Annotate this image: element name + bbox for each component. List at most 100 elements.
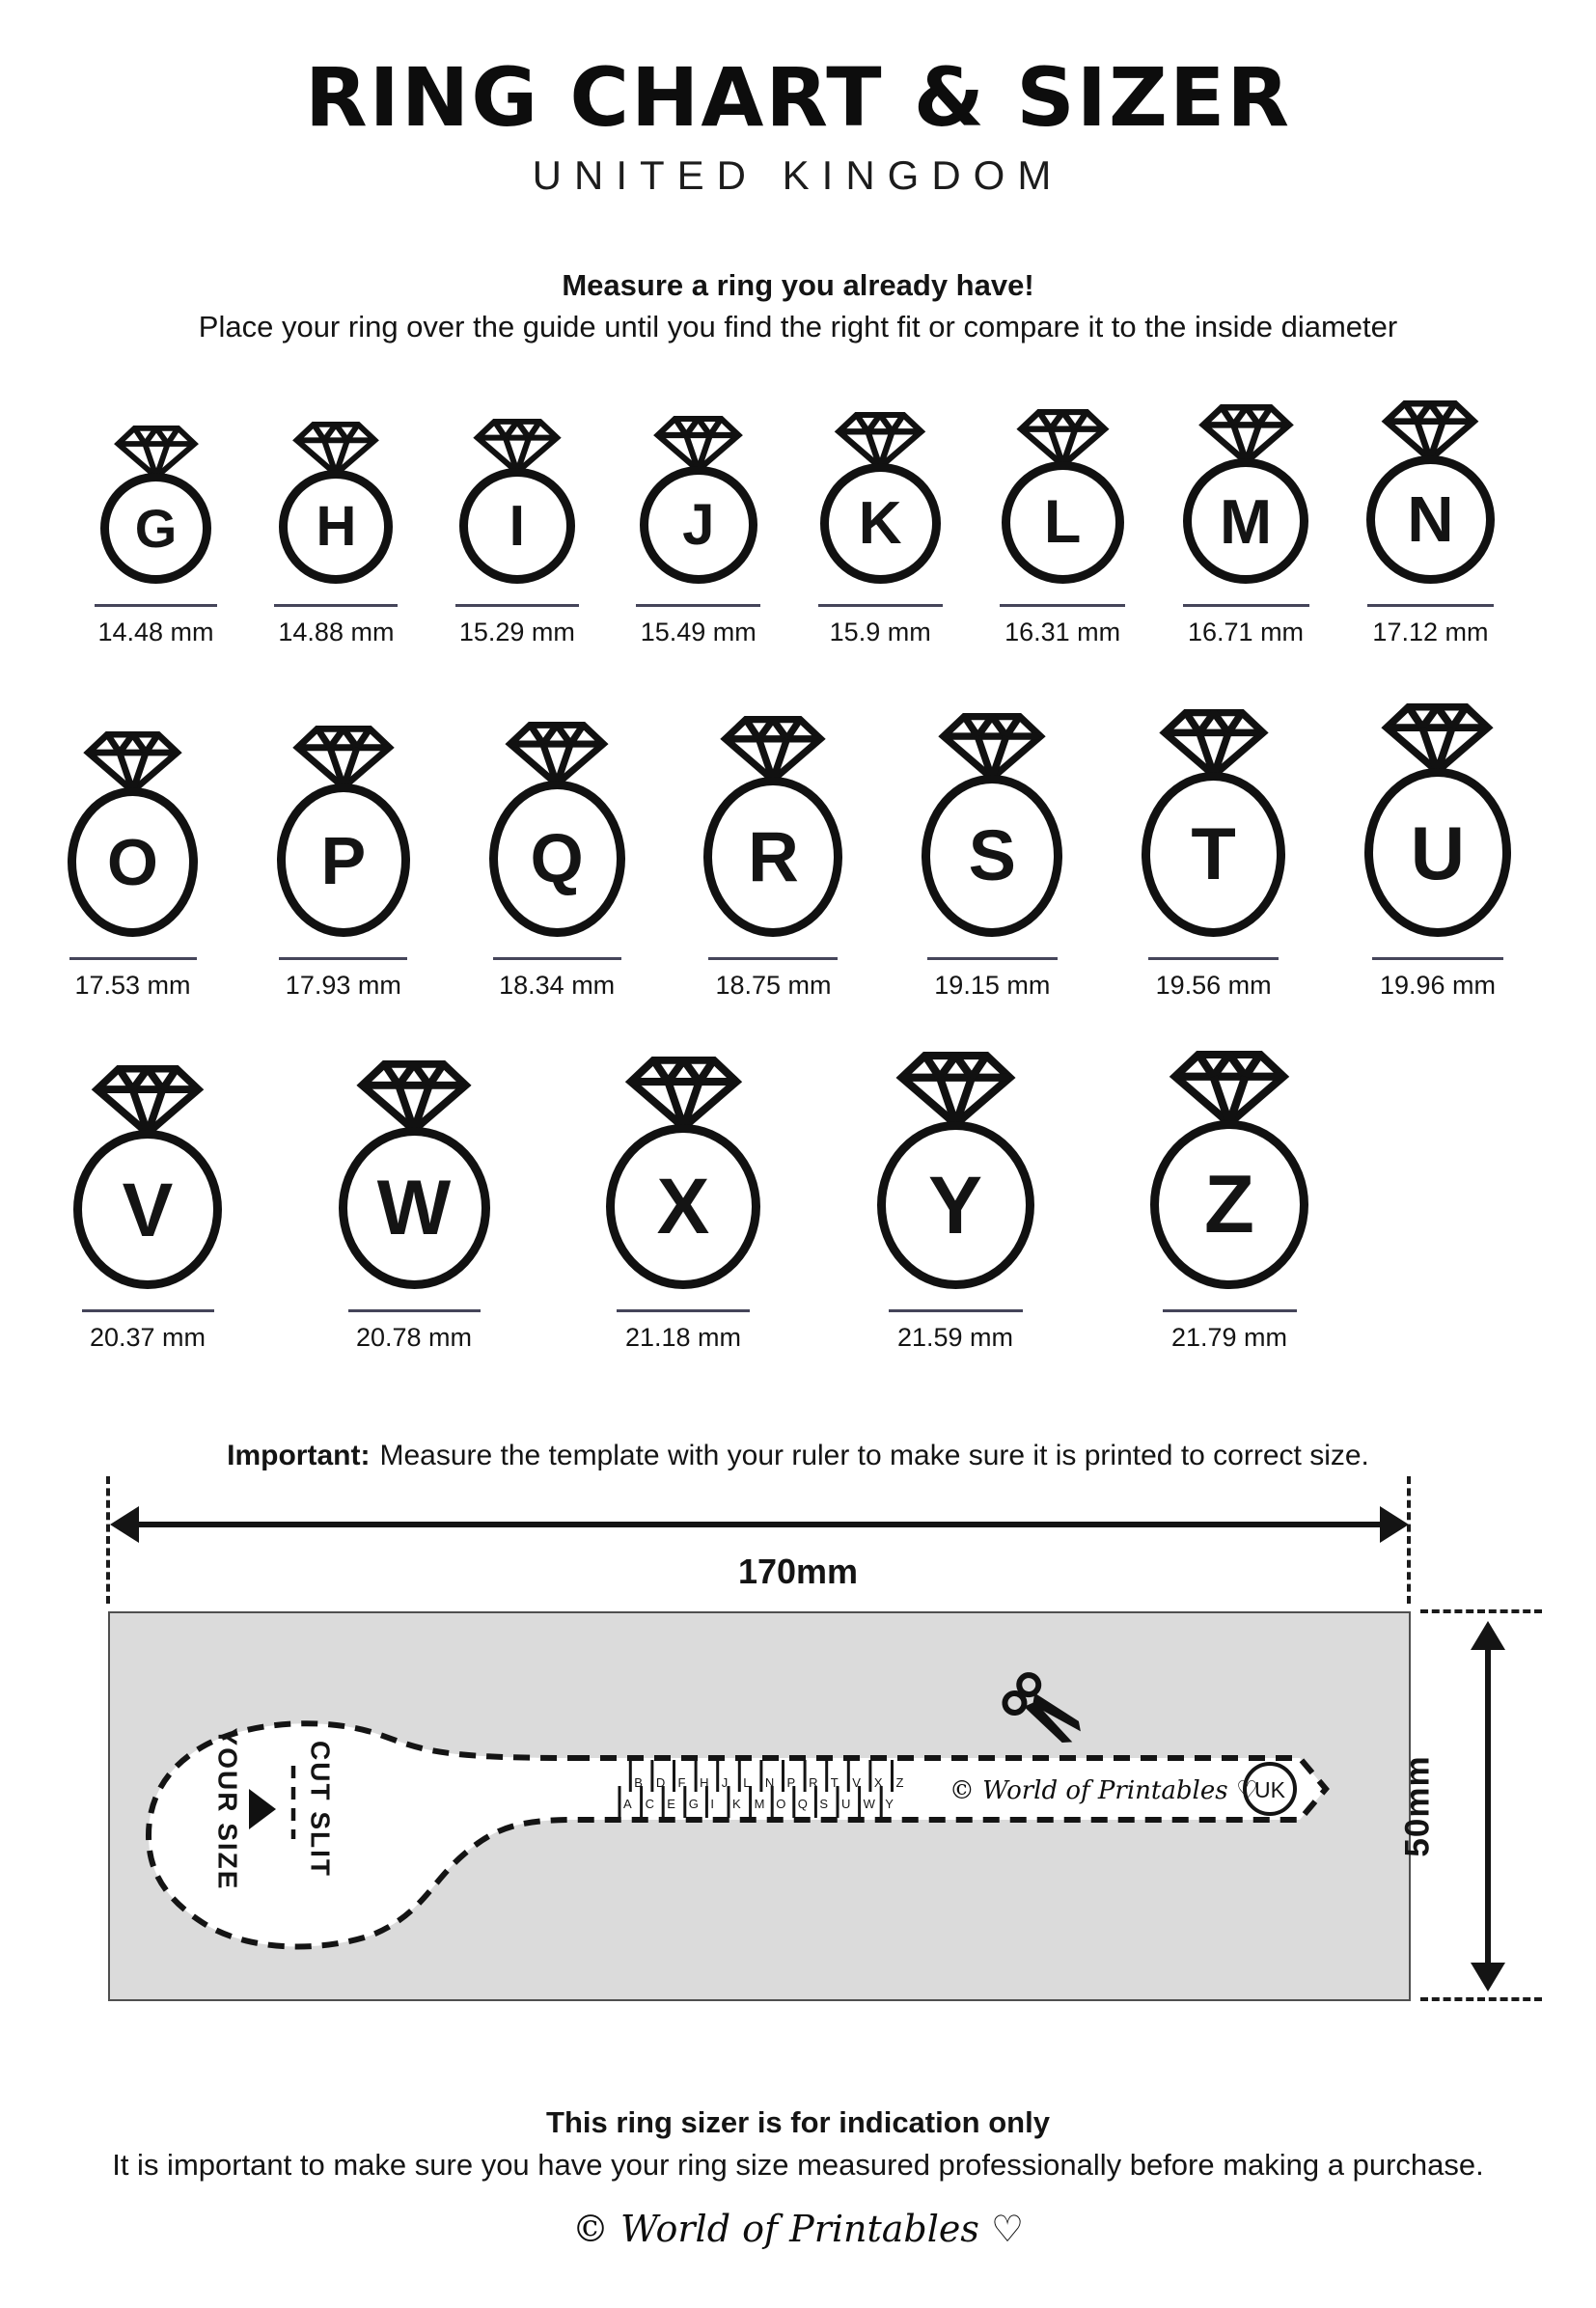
ring-size-item: P 17.93 mm	[276, 726, 410, 1001]
ring-icon: W	[338, 1060, 490, 1289]
ring-icon: G	[100, 426, 211, 584]
ring-circle: S	[922, 775, 1063, 937]
diamond-icon	[1381, 703, 1495, 775]
ring-diameter-label: 17.93 mm	[285, 971, 401, 1000]
ring-icon: H	[279, 422, 394, 584]
diamond-icon	[292, 726, 395, 790]
diamond-icon	[1169, 1051, 1290, 1127]
diamond-icon	[473, 419, 562, 475]
important-note: Important: Measure the template with your…	[0, 1440, 1596, 1472]
uk-badge-circle	[1243, 1762, 1297, 1816]
ring-icon: Y	[876, 1052, 1034, 1289]
ring-diameter-label: 20.78 mm	[355, 1323, 473, 1352]
ring-size-item: Y 21.59 mm	[876, 1052, 1034, 1353]
ring-letter: W	[376, 1164, 452, 1251]
scale-letter: C	[646, 1797, 654, 1811]
ring-underline	[888, 1309, 1023, 1312]
footer-heading: This ring sizer is for indication only	[546, 2105, 1050, 2139]
diamond-icon	[938, 713, 1046, 782]
ring-circle: M	[1183, 458, 1309, 584]
ring-circle: N	[1365, 455, 1495, 584]
height-arrow	[1471, 1621, 1505, 1992]
ring-circle: Q	[488, 781, 625, 937]
ring-icon: S	[922, 713, 1063, 937]
height-guide-dash-top	[1420, 1609, 1542, 1613]
scale-letter: D	[656, 1775, 665, 1790]
diamond-icon	[91, 1065, 205, 1137]
ring-size-item: N 17.12 mm	[1365, 400, 1495, 647]
scale-letter: Z	[896, 1775, 904, 1790]
ring-underline	[492, 957, 621, 960]
ring-icon: V	[73, 1065, 222, 1289]
sizer-template-section: Important: Measure the template with your…	[0, 1434, 1596, 2013]
ring-circle: I	[458, 468, 575, 584]
scale-letter: U	[841, 1797, 850, 1811]
ring-circle: H	[279, 470, 394, 584]
page-subtitle: UNITED KINGDOM	[532, 152, 1064, 198]
ring-diameter-label: 17.12 mm	[1372, 618, 1489, 646]
footer-body: It is important to make sure you have yo…	[112, 2148, 1484, 2182]
diamond-icon	[720, 716, 827, 783]
ring-underline	[454, 604, 579, 607]
diamond-icon	[356, 1060, 472, 1134]
ring-underline	[69, 957, 197, 960]
diamond-icon	[834, 412, 926, 470]
diamond-icon	[505, 722, 609, 787]
size-scale: A C E G I K M O Q S U W Y B D F H J L N P R T V X Z	[618, 1760, 904, 1818]
your-size-label: YOUR SIZE	[213, 1728, 243, 1891]
ring-circle: U	[1363, 768, 1511, 937]
scale-letter: P	[787, 1775, 796, 1790]
scale-letter: F	[678, 1775, 686, 1790]
ring-letter: K	[858, 489, 902, 557]
cut-slit-label: CUT SLIT	[306, 1741, 336, 1878]
ring-size-item: I 15.29 mm	[454, 419, 579, 647]
ring-underline	[1148, 957, 1280, 960]
ring-letter: Q	[530, 820, 584, 897]
ring-icon: L	[1001, 409, 1124, 584]
scale-letter: S	[819, 1797, 828, 1811]
ring-row-1: G 14.48 mm H 14.88 mm	[0, 400, 1596, 647]
ring-underline	[1000, 604, 1126, 607]
ring-circle: W	[338, 1127, 490, 1289]
scale-letter: E	[667, 1797, 675, 1811]
ring-diameter-label: 21.18 mm	[624, 1323, 742, 1352]
ring-letter: X	[656, 1162, 710, 1250]
ring-size-item: O 17.53 mm	[68, 731, 198, 1001]
ring-icon: O	[68, 731, 198, 937]
ring-underline	[279, 957, 408, 960]
ring-icon: T	[1142, 709, 1286, 937]
width-label: 170mm	[737, 1552, 859, 1591]
ring-size-item: T 19.56 mm	[1142, 709, 1286, 1001]
page-footer: This ring sizer is for indication only I…	[0, 2105, 1596, 2250]
ring-size-item: M 16.71 mm	[1182, 404, 1309, 647]
ring-size-item: Z 21.79 mm	[1150, 1051, 1308, 1353]
ring-size-item: L 16.31 mm	[1000, 409, 1126, 647]
cut-outline	[145, 1720, 1330, 1950]
ring-underline	[926, 957, 1058, 960]
diamond-icon	[292, 422, 380, 477]
ring-letter: S	[968, 815, 1016, 895]
ring-diameter-label: 15.49 mm	[640, 618, 757, 646]
ring-diameter-label: 15.9 mm	[829, 618, 931, 646]
ring-size-item: S 19.15 mm	[922, 713, 1063, 1001]
ring-diameter-label: 18.34 mm	[499, 971, 616, 1000]
instructions-heading: Measure a ring you already have!	[562, 268, 1034, 302]
strip-brand-text: © World of Printables ♡	[949, 1776, 1258, 1805]
width-guide-dash-left	[106, 1476, 110, 1604]
ring-size-item: W 20.78 mm	[338, 1060, 490, 1353]
ring-underline	[274, 604, 399, 607]
ring-diameter-label: 16.71 mm	[1188, 618, 1305, 646]
ring-icon: P	[276, 726, 410, 937]
ring-diameter-label: 16.31 mm	[1004, 618, 1121, 646]
ring-letter: O	[107, 825, 158, 899]
ring-letter: T	[1191, 812, 1236, 895]
ring-icon: K	[819, 412, 941, 584]
ring-circle: L	[1001, 461, 1124, 584]
scale-letter: T	[831, 1775, 839, 1790]
ring-underline	[95, 604, 217, 607]
ring-diameter-label: 17.53 mm	[74, 971, 191, 1000]
scale-letter: Q	[798, 1797, 808, 1811]
ring-diameter-label: 19.56 mm	[1155, 971, 1272, 1000]
scale-letter: O	[776, 1797, 785, 1811]
